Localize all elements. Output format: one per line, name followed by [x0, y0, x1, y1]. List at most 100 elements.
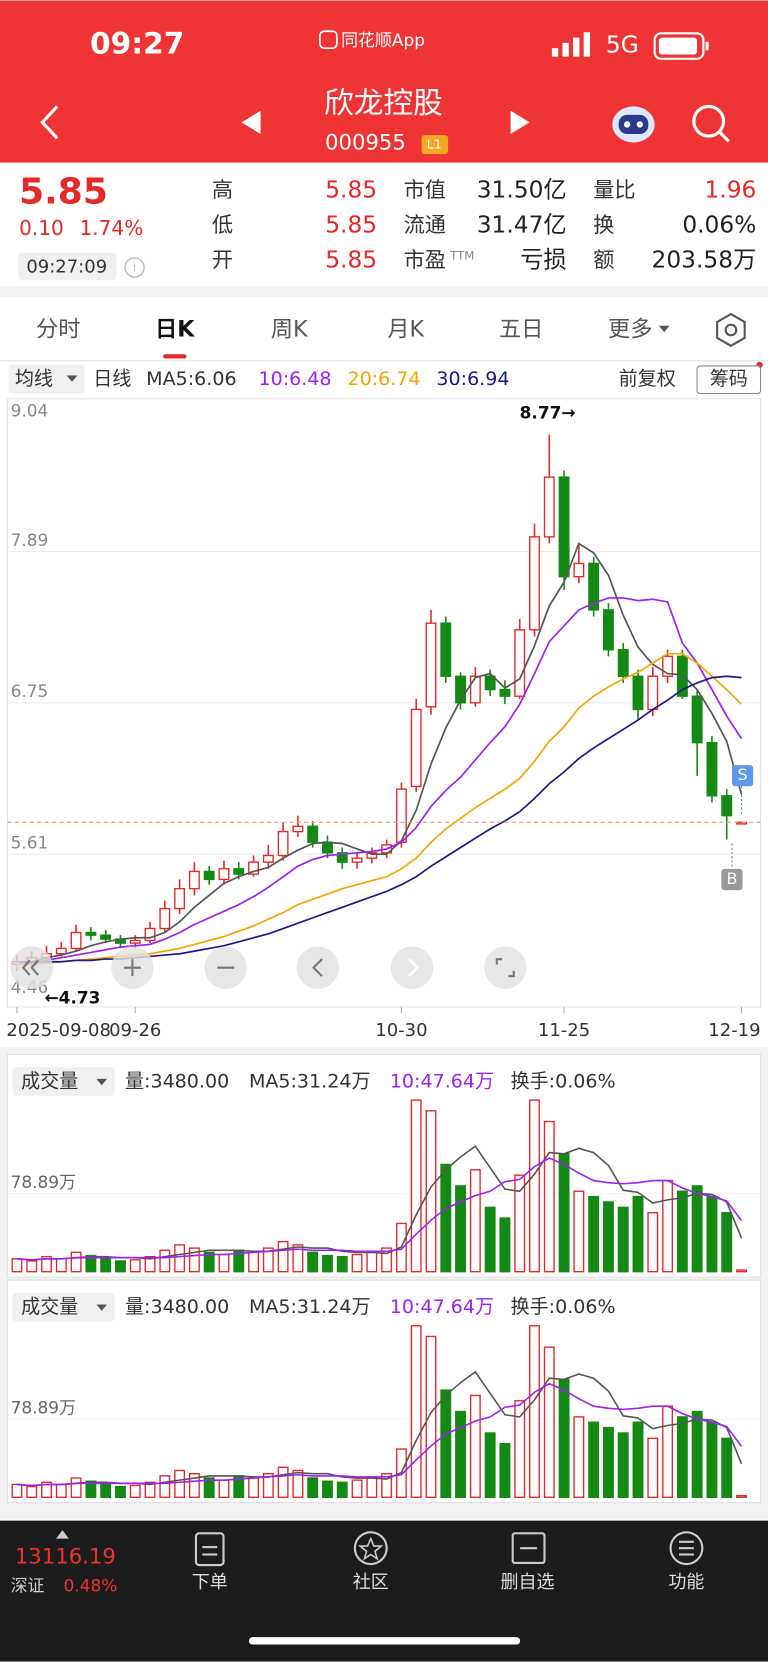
volume-bar — [573, 1190, 585, 1273]
function-lines[interactable] — [679, 1540, 694, 1556]
search-icon[interactable] — [692, 104, 726, 138]
back-button[interactable] — [40, 105, 59, 140]
buy-marker-text: B — [727, 869, 738, 888]
index-name[interactable]: 深证 — [11, 1575, 45, 1595]
tab[interactable]: 分时 — [36, 316, 80, 342]
volume-bar — [484, 1206, 496, 1273]
tab[interactable]: 月K — [387, 316, 425, 342]
candle-body — [100, 934, 112, 940]
prev-stock[interactable] — [241, 110, 261, 134]
volume-bar — [115, 1260, 126, 1273]
tab[interactable]: 周K — [271, 316, 309, 342]
candle-body — [129, 939, 141, 944]
candle-body — [543, 476, 555, 538]
turnover-label: 换手:0.06% — [511, 1296, 616, 1318]
volume-select[interactable] — [12, 1292, 115, 1322]
candle-body — [366, 852, 378, 859]
robot-eye[interactable] — [623, 121, 631, 128]
order-icon[interactable] — [194, 1532, 225, 1567]
footer-button[interactable]: 下单 — [192, 1572, 228, 1593]
candle-body — [573, 562, 585, 578]
volume-label: 量:3480.00 — [125, 1296, 229, 1318]
volume-bar — [381, 1247, 393, 1273]
index-pct[interactable]: 0.48% — [64, 1575, 118, 1595]
volume-bar — [218, 1253, 230, 1273]
dropdown-arrow[interactable] — [66, 375, 78, 382]
search-handle[interactable] — [718, 130, 730, 143]
volume-title[interactable]: 成交量 — [21, 1296, 78, 1318]
remove-icon[interactable] — [511, 1532, 546, 1565]
dropdown-arrow[interactable] — [96, 1304, 107, 1311]
volume-title[interactable]: 成交量 — [21, 1071, 78, 1093]
volume-bar — [55, 1258, 67, 1273]
chips[interactable]: 筹码 — [710, 368, 748, 390]
volume-bar — [676, 1190, 688, 1273]
next-stock[interactable] — [510, 110, 530, 134]
footer-button[interactable]: 社区 — [353, 1572, 389, 1593]
stock-name: 欣龙控股 — [324, 85, 443, 120]
chart-control[interactable] — [296, 946, 339, 989]
info-icon[interactable] — [124, 257, 145, 278]
volume-bar — [218, 1479, 230, 1498]
field-label: 开 — [212, 247, 233, 272]
x-tick-label: 09-26 — [109, 1020, 161, 1041]
quote-time: 09:27:09 — [26, 256, 107, 277]
control-rewind[interactable] — [21, 959, 39, 976]
field-label: 换 — [593, 212, 614, 237]
dropdown-arrow[interactable] — [96, 1078, 107, 1086]
x-tick-label: 12-19 — [708, 1020, 760, 1041]
tab[interactable]: 日K — [155, 316, 195, 342]
legend-entry: 10:6.48 — [258, 368, 331, 390]
control-right[interactable] — [408, 958, 419, 977]
function-icon[interactable] — [669, 1531, 704, 1566]
settings-center[interactable] — [724, 323, 738, 337]
indicator[interactable]: 均线 — [15, 368, 53, 390]
legend-entry: MA5:6.06 — [146, 368, 236, 390]
volume-bar — [706, 1195, 718, 1273]
community-star[interactable] — [357, 1536, 384, 1561]
control-zoom-in[interactable] — [123, 959, 141, 977]
indicator-box[interactable] — [8, 364, 85, 394]
volume-bar — [307, 1477, 319, 1498]
robot-face[interactable] — [618, 114, 649, 134]
community-icon[interactable] — [353, 1531, 388, 1566]
info-glyph[interactable]: i — [133, 260, 136, 274]
volume-bar — [425, 1110, 437, 1273]
chart-control[interactable] — [484, 946, 527, 989]
volume-bar — [469, 1394, 481, 1498]
volume-bar — [455, 1185, 467, 1273]
robot-eye[interactable] — [636, 121, 644, 128]
volume-bar — [174, 1244, 186, 1273]
change: 0.10 — [19, 216, 64, 240]
volume-select[interactable] — [12, 1067, 115, 1096]
volume-bar — [558, 1378, 570, 1498]
volume-bar — [588, 1421, 600, 1498]
control-left[interactable] — [312, 958, 323, 977]
high-annotation: 8.77→ — [520, 402, 576, 422]
tab[interactable]: 更多 — [608, 316, 652, 342]
volume-bar — [499, 1217, 511, 1273]
level-text: L1 — [427, 137, 442, 152]
candle-body — [174, 887, 186, 910]
index-value[interactable]: 13116.19 — [15, 1544, 116, 1569]
control-fullscreen[interactable] — [495, 958, 515, 978]
tab[interactable]: 五日 — [499, 316, 543, 342]
footer-button[interactable]: 功能 — [668, 1572, 704, 1593]
tab-dropdown[interactable] — [658, 325, 670, 333]
volume-bar — [248, 1477, 259, 1498]
volume-bar — [617, 1432, 629, 1498]
settings-icon[interactable] — [716, 312, 746, 348]
chips-box[interactable] — [696, 365, 762, 395]
adjust[interactable]: 前复权 — [619, 368, 676, 390]
chart-control[interactable] — [390, 946, 434, 989]
volume-bar — [100, 1483, 112, 1498]
candle-body — [425, 622, 437, 708]
volume-bar — [440, 1389, 452, 1498]
home-indicator — [248, 1637, 521, 1645]
assistant-icon[interactable] — [612, 106, 655, 143]
footer-button[interactable]: 删自选 — [501, 1572, 555, 1593]
volume-bar — [469, 1169, 481, 1273]
volume-bar — [721, 1212, 733, 1273]
volume-bar — [514, 1174, 526, 1273]
